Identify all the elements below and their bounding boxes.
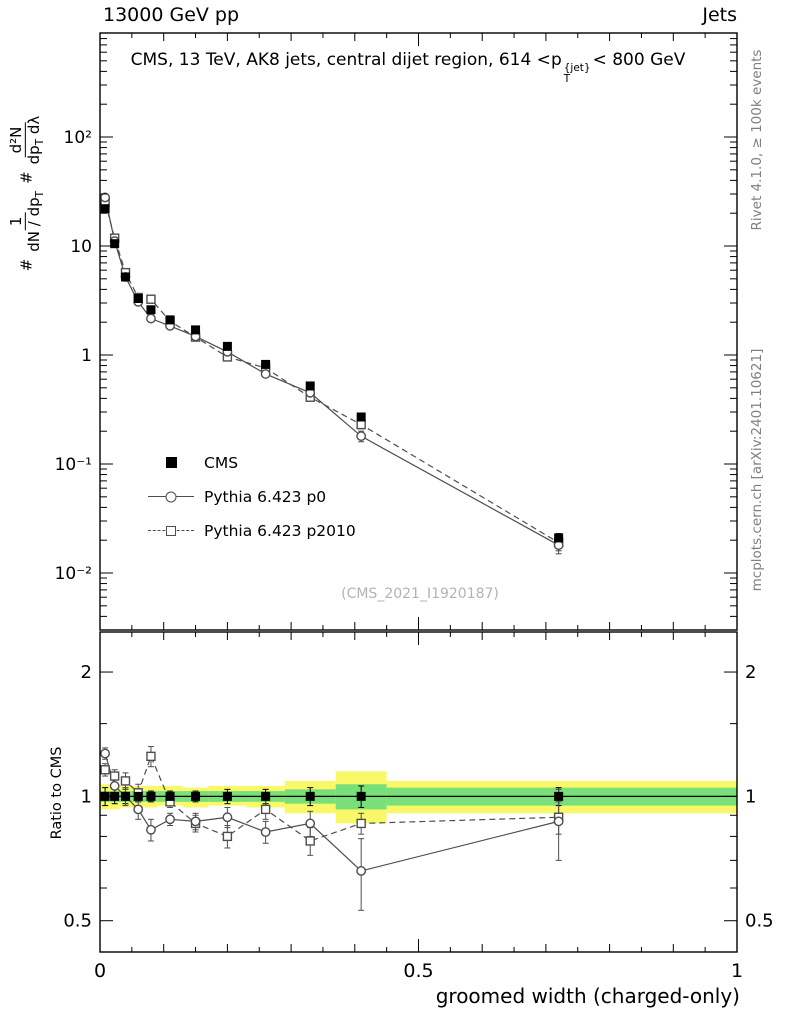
data-point <box>100 748 110 759</box>
tick-label: 10 <box>70 237 92 257</box>
tick-label: 0.5 <box>745 911 774 932</box>
data-point <box>100 765 110 775</box>
data-point <box>191 791 201 801</box>
pt-symbol: p <box>550 50 562 70</box>
data-point <box>553 816 564 827</box>
data-point <box>109 771 120 781</box>
pythia-p2010-marker <box>146 526 196 536</box>
data-point <box>260 804 271 815</box>
data-point <box>165 315 175 325</box>
data-point <box>261 359 271 369</box>
x-axis-label: groomed width (charged-only) <box>435 984 740 1008</box>
data-point <box>356 419 366 430</box>
data-point <box>356 818 366 829</box>
open-square-icon <box>166 526 176 536</box>
data-point <box>222 341 232 351</box>
mcplots-arxiv-note: mcplots.cern.ch [arXiv:2401.10621] <box>749 348 765 592</box>
data-point <box>305 381 315 391</box>
pt-superscript-subscript: {jet} T <box>563 62 591 85</box>
data-point <box>110 791 120 801</box>
data-point <box>100 192 110 203</box>
data-point <box>260 369 271 379</box>
main-y-axis-label: #1 dN / dpT # d²N dpT dλ <box>6 115 47 272</box>
solid-line-icon <box>148 491 194 503</box>
tick-label: 2 <box>745 662 756 683</box>
data-point <box>146 751 156 762</box>
data-point <box>554 791 564 801</box>
data-point <box>146 313 156 324</box>
data-point <box>260 827 271 837</box>
data-point <box>222 791 232 801</box>
data-point <box>305 836 315 846</box>
cms-marker <box>146 457 196 468</box>
pythia-p0-marker <box>146 491 196 503</box>
plot-title: CMS, 13 TeV, AK8 jets, central dijet reg… <box>58 50 758 84</box>
tick-label: 0.5 <box>403 960 433 982</box>
axis-ticks <box>99 32 738 952</box>
analysis-id-watermark: (CMS_2021_I1920187) <box>341 586 499 602</box>
data-point <box>109 781 120 791</box>
tick-label: 10⁻² <box>55 564 92 584</box>
data-point <box>133 293 143 303</box>
filled-square-icon <box>165 457 177 468</box>
process-label: Jets <box>702 4 737 26</box>
data-point <box>356 412 366 422</box>
legend-label: CMS <box>204 453 239 472</box>
open-circle-icon <box>165 491 177 503</box>
data-point <box>356 431 367 442</box>
fraction-d2n: d²N dpT dλ <box>6 115 47 165</box>
legend-label: Pythia 6.423 p2010 <box>204 521 356 540</box>
legend-label: Pythia 6.423 p0 <box>204 487 327 506</box>
data-point <box>305 818 316 829</box>
tick-label: 10² <box>64 128 92 148</box>
data-point <box>100 204 110 214</box>
tick-label: 1 <box>81 346 92 366</box>
tick-label: 1 <box>745 786 756 807</box>
ratio-series <box>100 746 564 911</box>
data-point <box>120 776 131 786</box>
legend-item-pythia-p2010: Pythia 6.423 p2010 <box>146 520 356 541</box>
data-point <box>222 831 233 842</box>
data-point <box>133 791 143 801</box>
data-point <box>165 814 175 825</box>
data-point <box>356 866 367 876</box>
tick-label: 1 <box>731 960 743 982</box>
data-point <box>146 824 156 835</box>
data-point <box>146 305 156 315</box>
beam-energy-label: 13000 GeV pp <box>103 4 240 26</box>
data-point <box>133 804 144 815</box>
fraction-one-over-dndpt: 1 dN / dpT <box>6 190 47 252</box>
data-point <box>120 791 130 801</box>
rivet-version-note: Rivet 4.1.0, ≥ 100k events <box>749 49 765 231</box>
data-point <box>146 791 156 801</box>
tick-label: 0.5 <box>63 911 92 932</box>
data-point <box>554 533 564 543</box>
legend-item-cms: CMS <box>146 452 356 473</box>
data-point <box>356 791 366 801</box>
data-point <box>120 272 130 282</box>
data-point <box>190 816 201 827</box>
series-line <box>104 201 559 544</box>
tick-label: 1 <box>81 786 92 807</box>
data-point <box>191 325 201 335</box>
tick-label: 10⁻¹ <box>55 455 92 475</box>
plot-title-tail: < 800 GeV <box>592 50 686 70</box>
data-point <box>305 791 315 801</box>
dashed-line-icon <box>148 526 194 536</box>
legend: CMS Pythia 6.423 p0 Pythia 6.423 p2010 <box>146 452 356 541</box>
data-point <box>110 239 120 249</box>
ratio-y-axis-label: Ratio to CMS <box>49 746 65 840</box>
data-point <box>146 294 156 304</box>
tick-label: 0 <box>94 960 106 982</box>
main-series <box>100 192 564 555</box>
data-point <box>261 791 271 801</box>
plot-title-text: CMS, 13 TeV, AK8 jets, central dijet reg… <box>130 50 551 70</box>
data-point <box>222 812 233 823</box>
data-point <box>165 791 175 801</box>
tick-label: 2 <box>81 662 92 683</box>
legend-item-pythia-p0: Pythia 6.423 p0 <box>146 486 356 507</box>
